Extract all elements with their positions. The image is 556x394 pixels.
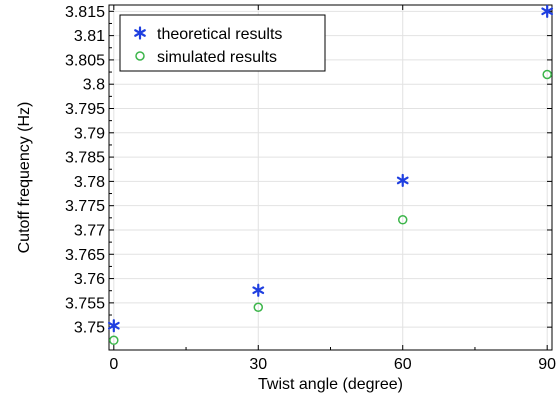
theoretical-point xyxy=(107,319,120,333)
y-axis: 3.75 3.755 3.76 3.765 3.77 3.775 3.78 3.785 3.79… xyxy=(65,4,552,337)
theoretical-point xyxy=(541,4,554,18)
simulated-point xyxy=(109,335,119,346)
x-tick-label: 30 xyxy=(249,356,267,373)
y-tick-label: 3.79 xyxy=(74,125,105,142)
legend: theoretical results simulated results xyxy=(119,14,326,72)
y-tick-label: 3.805 xyxy=(65,52,105,69)
y-tick-label: 3.81 xyxy=(74,28,105,45)
y-tick-label: 3.77 xyxy=(74,222,105,239)
y-tick-label: 3.76 xyxy=(74,271,105,288)
simulated-point xyxy=(253,302,264,312)
y-tick-label: 3.75 xyxy=(74,320,105,337)
y-tick-label: 3.765 xyxy=(65,247,105,264)
legend-circle xyxy=(135,51,145,61)
x-tick-label: 0 xyxy=(109,356,118,373)
legend-asterisk xyxy=(134,26,146,40)
y-tick-label: 3.78 xyxy=(74,174,105,191)
simulated-point xyxy=(397,215,408,225)
x-tick-label: 60 xyxy=(394,356,412,373)
y-tick-label: 3.815 xyxy=(65,4,105,21)
legend-marker-theoretical xyxy=(134,26,146,40)
y-axis-title: Cutoff frequency (Hz) xyxy=(16,102,33,254)
simulated-point xyxy=(542,69,552,80)
y-tick-label: 3.785 xyxy=(65,150,105,167)
x-tick-label: 90 xyxy=(538,356,556,373)
legend-label-simulated: simulated results xyxy=(157,49,277,66)
legend-box xyxy=(119,14,326,72)
y-tick-label: 3.795 xyxy=(65,101,105,118)
legend-label-theoretical: theoretical results xyxy=(157,26,282,43)
theoretical-point xyxy=(396,173,409,188)
y-tick-label: 3.775 xyxy=(65,198,105,215)
y-tick-label: 3.8 xyxy=(83,77,105,94)
x-axis-title: Twist angle (degree) xyxy=(258,376,403,393)
data-marks xyxy=(107,4,554,346)
y-tick-label: 3.755 xyxy=(65,295,105,312)
legend-marker-simulated xyxy=(135,51,145,61)
theoretical-point xyxy=(252,283,265,297)
